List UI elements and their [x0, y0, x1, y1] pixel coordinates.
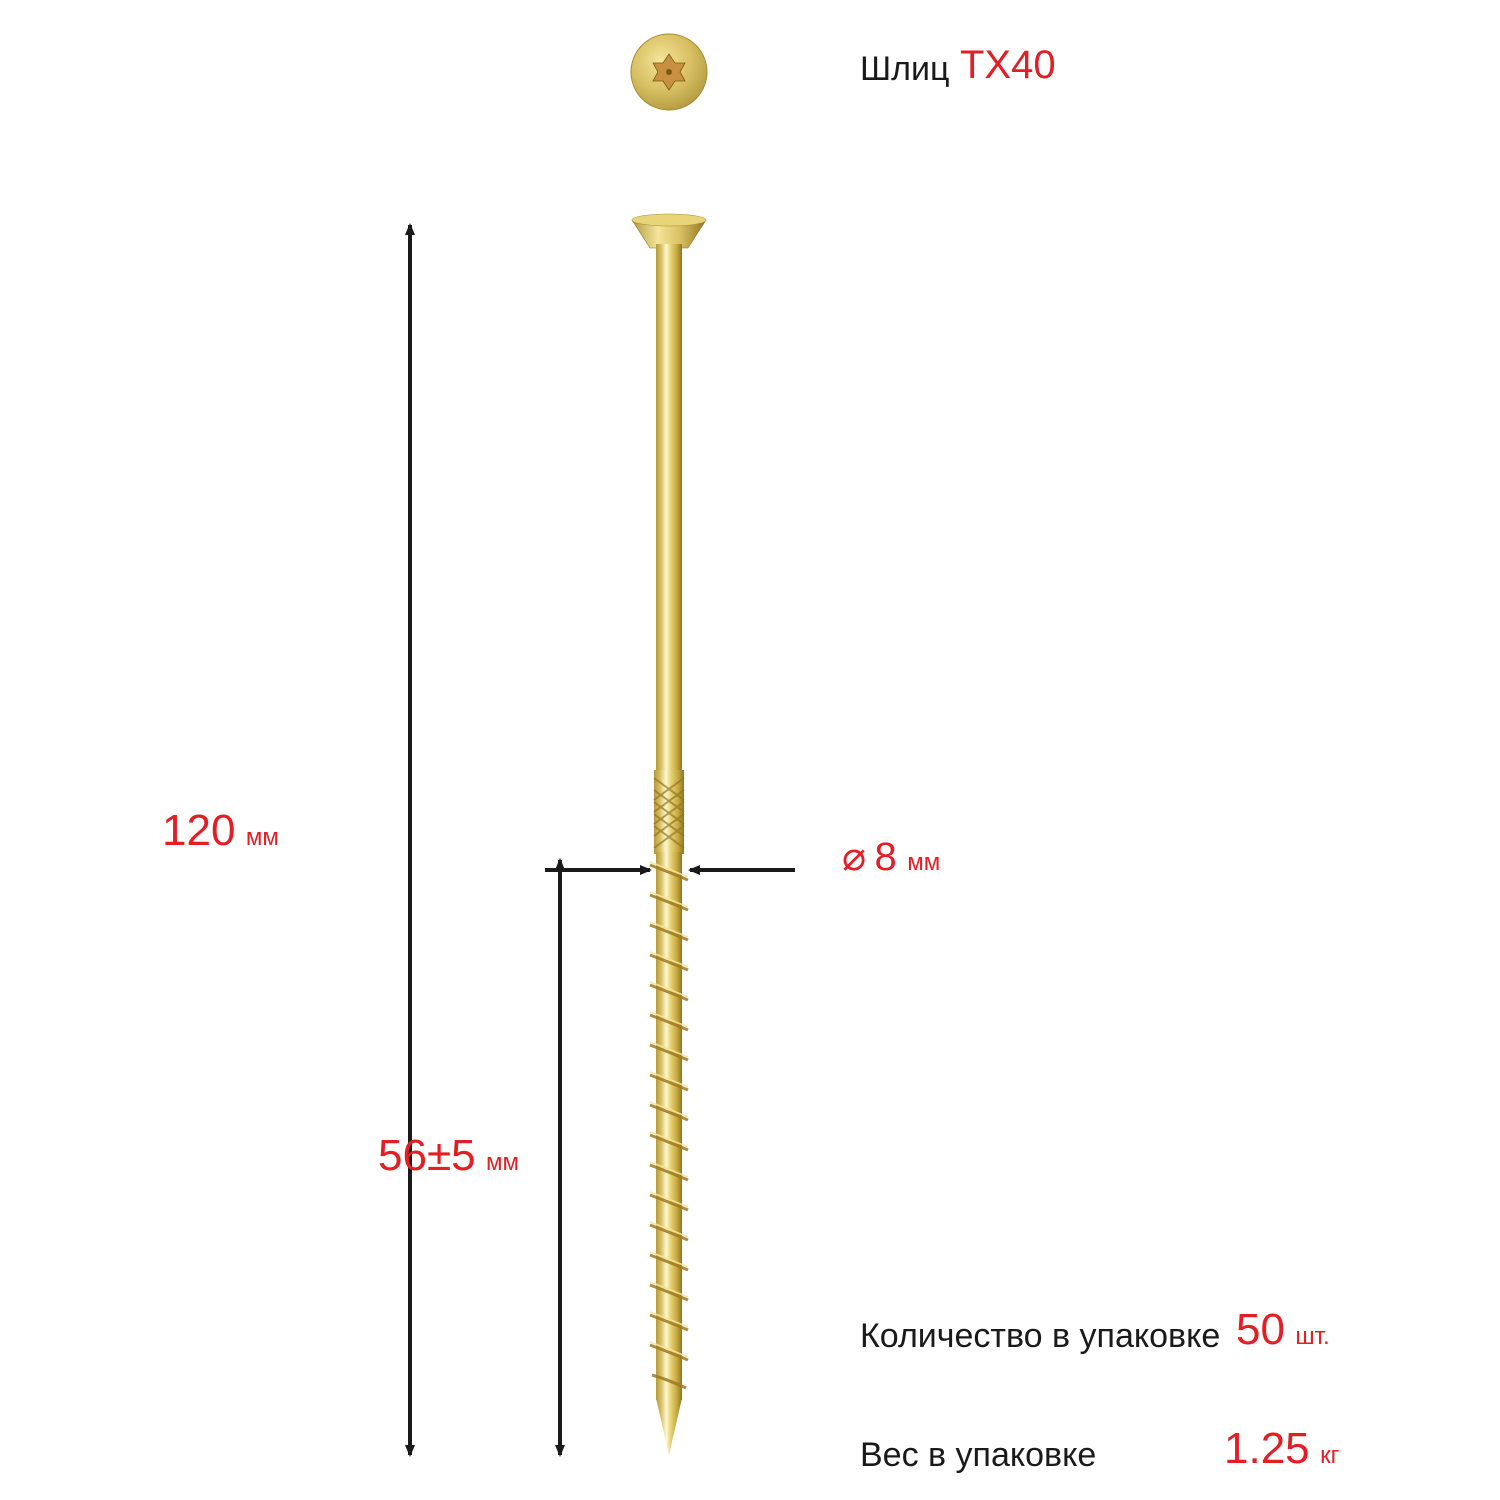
package-qty-label: Количество в упаковке [860, 1317, 1220, 1356]
dim-thread-value: 56±5 [378, 1131, 476, 1180]
dim-thread-label: 56±5 мм [378, 1131, 519, 1181]
dim-thread-unit: мм [486, 1149, 519, 1176]
dim-diameter-prefix: ⌀ [842, 835, 866, 879]
dim-length-unit: мм [246, 824, 279, 851]
dim-diameter-value: 8 [875, 835, 897, 879]
package-weight-value-block: 1.25 кг [1224, 1424, 1339, 1474]
drive-value: TX40 [960, 43, 1056, 88]
package-qty-value: 50 [1236, 1305, 1285, 1354]
package-weight-unit: кг [1320, 1442, 1339, 1469]
screw-top-view [0, 0, 1500, 1500]
dim-diameter-label: ⌀ 8 мм [842, 834, 940, 880]
drive-label: Шлиц [860, 50, 949, 89]
package-qty-unit: шт. [1295, 1323, 1329, 1350]
dim-length-value: 120 [162, 806, 235, 855]
dim-length-label: 120 мм [162, 806, 279, 856]
package-weight-value: 1.25 [1224, 1424, 1310, 1473]
package-weight-label: Вес в упаковке [860, 1436, 1096, 1475]
package-qty-value-block: 50 шт. [1236, 1305, 1330, 1355]
dim-diameter-unit: мм [907, 849, 940, 876]
